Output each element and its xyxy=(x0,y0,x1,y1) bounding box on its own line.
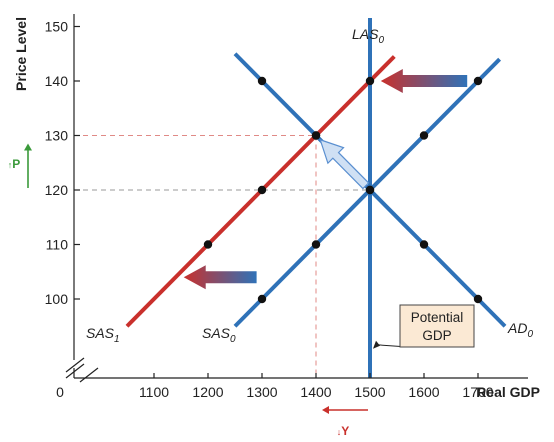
curve-label-subscript: 0 xyxy=(378,35,384,46)
x-tick-label: 1400 xyxy=(300,384,331,400)
change-indicators: ↑P ↓Y xyxy=(8,143,368,438)
curve-label-subscript: 1 xyxy=(114,334,120,345)
axis-break-mark xyxy=(79,367,99,383)
guide-lines xyxy=(74,135,370,378)
gdp-down-small-arrow-icon: ↓ xyxy=(337,427,342,437)
price-up-small-arrow-icon: ↑ xyxy=(8,160,13,170)
y-tick-label: 150 xyxy=(45,19,69,35)
y-ticks: 100 110 120 130 140 150 xyxy=(45,19,80,307)
callout-line-1: Potential xyxy=(411,310,464,325)
y-tick-label: 100 xyxy=(45,291,69,307)
x-origin-label: 0 xyxy=(56,384,64,400)
data-point xyxy=(419,131,429,140)
gdp-down-label: ↓Y xyxy=(337,424,350,438)
x-ticks: 1100 1200 1300 1400 1500 1600 1700 xyxy=(139,373,494,400)
callout-box xyxy=(399,304,475,348)
curve-label-name: AD xyxy=(507,320,527,336)
callout-arrowhead-icon xyxy=(373,340,380,349)
curve-label-sas0: SAS0 xyxy=(202,325,236,345)
axis-break-mark xyxy=(65,363,85,379)
x-tick-label: 1200 xyxy=(192,384,223,400)
movement-arrow-icon xyxy=(319,138,370,190)
data-point xyxy=(257,76,267,86)
y-tick-label: 140 xyxy=(45,73,69,89)
shift-arrows xyxy=(183,69,468,290)
curve-label-name: SAS xyxy=(202,325,231,341)
price-up-text: P xyxy=(12,157,20,171)
data-point xyxy=(419,240,429,249)
x-tick-label: 1100 xyxy=(139,384,169,400)
data-point xyxy=(365,76,375,86)
gdp-down-arrow-icon xyxy=(322,406,329,414)
curve-label-ad0: AD0 xyxy=(507,320,533,340)
shift-arrow-left-icon xyxy=(183,265,257,290)
curve-label-subscript: 0 xyxy=(527,329,533,340)
curve-label-las0: LAS0 xyxy=(352,26,384,46)
gdp-down-text: Y xyxy=(341,424,349,438)
curve-label-name: LAS xyxy=(352,26,379,42)
data-point xyxy=(311,131,321,140)
x-tick-label: 1600 xyxy=(408,384,439,400)
x-axis-title: Real GDP xyxy=(476,384,540,400)
shift-arrow-left-icon xyxy=(380,69,468,93)
price-up-label: ↑P xyxy=(8,157,21,171)
data-point xyxy=(203,240,213,249)
curve-label-subscript: 0 xyxy=(230,334,236,345)
data-point xyxy=(257,185,267,195)
curve-label-name: SAS xyxy=(86,325,115,341)
axis-break-mark xyxy=(65,357,85,373)
y-tick-label: 130 xyxy=(45,128,69,144)
y-tick-label: 110 xyxy=(46,237,69,253)
data-points xyxy=(203,76,483,304)
potential-gdp-callout: Potential GDP xyxy=(373,304,475,349)
x-tick-label: 1300 xyxy=(246,384,277,400)
x-tick-label: 1700 xyxy=(462,384,493,400)
callout-line-2: GDP xyxy=(422,328,451,343)
curve-label-sas1: SAS1 xyxy=(86,325,120,345)
data-point xyxy=(311,240,321,249)
data-point xyxy=(473,76,483,86)
price-up-arrow-icon xyxy=(24,143,32,151)
data-point xyxy=(257,294,267,304)
y-tick-label: 120 xyxy=(45,182,69,198)
axis-break-icon xyxy=(60,357,99,383)
data-point xyxy=(365,185,375,195)
data-point xyxy=(473,294,483,304)
movement-arrow-shape xyxy=(319,138,370,190)
y-axis-title: Price Level xyxy=(13,17,29,91)
x-tick-label: 1500 xyxy=(354,384,385,400)
